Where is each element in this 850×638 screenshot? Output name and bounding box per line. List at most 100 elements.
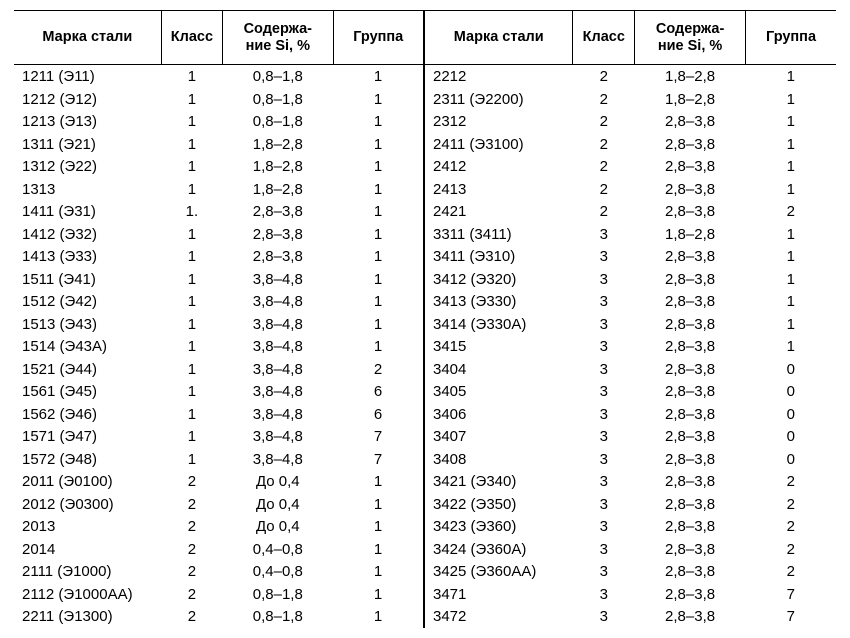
cell-group: 1 [746,155,836,178]
cell-group: 1 [746,88,836,111]
cell-si: 2,8–3,8 [635,448,746,471]
cell-klass: 1 [161,313,222,336]
cell-si: 3,8–4,8 [223,313,333,336]
cell-si: 2,8–3,8 [635,380,746,403]
cell-klass: 2 [573,88,635,111]
cell-klass: 3 [573,425,635,448]
cell-mark: 3404 [425,358,573,381]
cell-si: 0,8–1,8 [223,110,333,133]
col-header-si: Содержа- ние Si, % [223,11,333,65]
cell-group: 1 [333,290,423,313]
cell-mark: 1413 (Э33) [14,245,161,268]
cell-group: 1 [333,335,423,358]
cell-group: 2 [333,358,423,381]
cell-si: 0,8–1,8 [223,88,333,111]
table-row: 1511 (Э41)13,8–4,81 [14,268,423,291]
cell-group: 6 [333,380,423,403]
table-row: 1572 (Э48)13,8–4,87 [14,448,423,471]
cell-klass: 3 [573,448,635,471]
cell-group: 1 [333,65,423,88]
cell-klass: 3 [573,380,635,403]
col-header-si: Содержа- ние Si, % [635,11,746,65]
cell-klass: 1 [161,335,222,358]
cell-mark: 1561 (Э45) [14,380,161,403]
cell-si: 1,8–2,8 [635,88,746,111]
cell-si: 1,8–2,8 [635,65,746,88]
cell-klass: 3 [573,493,635,516]
cell-si: 3,8–4,8 [223,403,333,426]
col-header-class: Класс [573,11,635,65]
cell-si: 1,8–2,8 [223,178,333,201]
cell-mark: 1312 (Э22) [14,155,161,178]
table-row: 1213 (Э13)10,8–1,81 [14,110,423,133]
cell-group: 1 [333,313,423,336]
cell-mark: 2312 [425,110,573,133]
cell-klass: 3 [573,313,635,336]
cell-mark: 3407 [425,425,573,448]
table-row: 340732,8–3,80 [425,425,836,448]
table-row: 241322,8–3,81 [425,178,836,201]
cell-group: 1 [333,133,423,156]
table-row: 3421 (Э340)32,8–3,82 [425,470,836,493]
table-row: 340632,8–3,80 [425,403,836,426]
table-row: 1211 (Э11)10,8–1,81 [14,65,423,88]
cell-si: 3,8–4,8 [223,358,333,381]
table-row: 1312 (Э22)11,8–2,81 [14,155,423,178]
table-row: 3414 (Э330А)32,8–3,81 [425,313,836,336]
table-row: 1521 (Э44)13,8–4,82 [14,358,423,381]
cell-klass: 3 [573,470,635,493]
cell-klass: 1 [161,88,222,111]
table-row: 340432,8–3,80 [425,358,836,381]
cell-mark: 1313 [14,178,161,201]
cell-klass: 2 [161,470,222,493]
cell-group: 1 [333,605,423,628]
cell-klass: 2 [161,515,222,538]
cell-group: 1 [333,155,423,178]
cell-mark: 1513 (Э43) [14,313,161,336]
cell-si: 2,8–3,8 [635,268,746,291]
table-row: 1212 (Э12)10,8–1,81 [14,88,423,111]
cell-group: 1 [333,493,423,516]
cell-group: 1 [333,268,423,291]
table-row: 1513 (Э43)13,8–4,81 [14,313,423,336]
cell-klass: 2 [161,493,222,516]
cell-klass: 1 [161,290,222,313]
table-row: 1561 (Э45)13,8–4,86 [14,380,423,403]
cell-mark: 2412 [425,155,573,178]
cell-group: 1 [333,560,423,583]
cell-group: 1 [333,110,423,133]
cell-group: 1 [746,245,836,268]
table-row: 2112 (Э1000АА)20,8–1,81 [14,583,423,606]
cell-mark: 3421 (Э340) [425,470,573,493]
right-tbody: 221221,8–2,812311 (Э2200)21,8–2,81231222… [425,65,836,628]
cell-mark: 1311 (Э21) [14,133,161,156]
cell-group: 1 [333,583,423,606]
cell-group: 1 [333,178,423,201]
cell-klass: 3 [573,358,635,381]
cell-klass: 2 [161,583,222,606]
cell-si: 2,8–3,8 [223,223,333,246]
cell-klass: 3 [573,538,635,561]
cell-klass: 1 [161,448,222,471]
cell-klass: 1 [161,178,222,201]
cell-mark: 2014 [14,538,161,561]
cell-group: 0 [746,403,836,426]
table-row: 201420,4–0,81 [14,538,423,561]
table-row: 131311,8–2,81 [14,178,423,201]
cell-klass: 3 [573,605,635,628]
table-row: 3425 (Э360АА)32,8–3,82 [425,560,836,583]
cell-group: 7 [333,448,423,471]
cell-group: 1 [746,178,836,201]
cell-si: 3,8–4,8 [223,290,333,313]
cell-mark: 3425 (Э360АА) [425,560,573,583]
cell-group: 2 [746,493,836,516]
table-row: 1562 (Э46)13,8–4,86 [14,403,423,426]
cell-mark: 1521 (Э44) [14,358,161,381]
cell-klass: 1 [161,268,222,291]
cell-klass: 3 [573,515,635,538]
cell-mark: 3405 [425,380,573,403]
cell-klass: 3 [573,223,635,246]
cell-group: 2 [746,515,836,538]
right-table: Марка стали Класс Содержа- ние Si, % Гру… [425,11,836,628]
cell-si: 2,8–3,8 [635,178,746,201]
